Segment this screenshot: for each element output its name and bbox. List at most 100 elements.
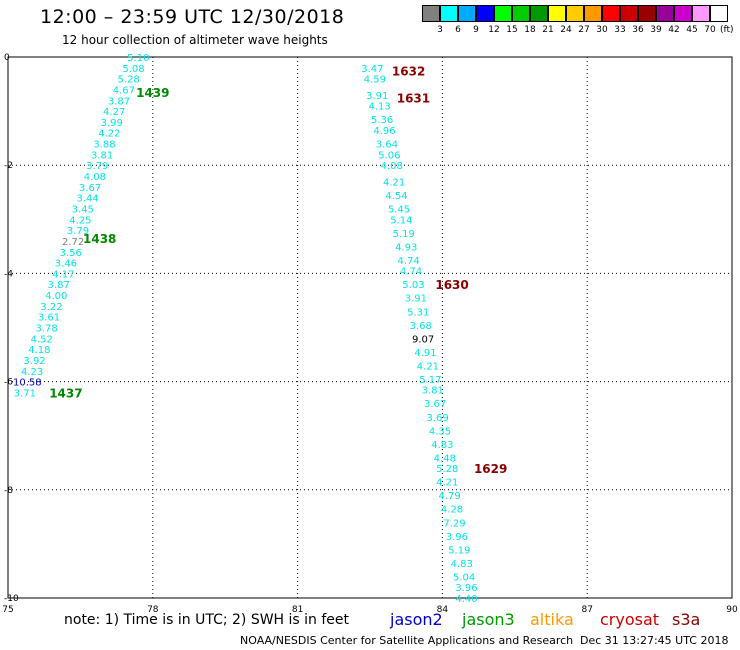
- wave-height-value: 5.45: [388, 204, 410, 215]
- color-swatch: [476, 5, 494, 22]
- credit-text: NOAA/NESDIS Center for Satellite Applica…: [240, 634, 574, 647]
- wave-height-value: 3.22: [40, 302, 62, 313]
- wave-height-value: 3.79: [67, 226, 89, 237]
- lat-tick-label: -8: [4, 486, 13, 496]
- wave-height-value: 4.08: [381, 161, 403, 172]
- map-grid: [7, 56, 733, 599]
- color-swatch: [512, 5, 530, 22]
- wave-height-value: 3.68: [410, 321, 432, 332]
- color-swatch: [692, 5, 710, 22]
- wave-height-value: 3.87: [108, 96, 130, 107]
- lat-tick-label: -6: [4, 378, 13, 388]
- wave-height-value: 3.96: [446, 532, 468, 543]
- wave-height-value: 3.69: [426, 413, 448, 424]
- left-track: 5.105.085.284.673.874.273.994.223.883.81…: [13, 53, 170, 400]
- wave-height-value: 4.21: [436, 478, 458, 489]
- wave-height-value: 4.40: [455, 594, 477, 605]
- wave-height-value: 4.00: [45, 291, 67, 302]
- color-scale-label: 42: [668, 25, 680, 35]
- color-scale-label: 36: [632, 25, 644, 35]
- color-scale-label: 3: [437, 25, 443, 35]
- lon-tick-label: 84: [437, 605, 449, 615]
- color-swatch: [602, 5, 620, 22]
- wave-height-value: 4.93: [395, 242, 417, 253]
- color-swatch: [494, 5, 512, 22]
- wave-height-value: 3.81: [91, 150, 113, 161]
- wave-height-value: 3.78: [35, 324, 57, 335]
- lon-tick-label: 78: [147, 605, 159, 615]
- color-scale-label: 39: [650, 25, 662, 35]
- color-scale-unit: (ft): [720, 25, 734, 35]
- wave-height-value: 4.67: [113, 85, 135, 96]
- wave-height-value: 3.56: [60, 248, 82, 259]
- wave-height-value: 3.61: [38, 313, 60, 324]
- lat-tick-label: -4: [4, 269, 13, 279]
- wave-height-value: 3.92: [23, 356, 45, 367]
- color-swatch: [548, 5, 566, 22]
- map-frame: [7, 56, 733, 599]
- wave-height-value: 5.36: [371, 115, 393, 126]
- color-scale-label: 27: [578, 25, 590, 35]
- wave-height-value: 5.28: [436, 464, 458, 475]
- page-subtitle: 12 hour collection of altimeter wave hei…: [62, 33, 328, 47]
- note-text: note: 1) Time is in UTC; 2) SWH is in fe…: [64, 612, 350, 628]
- wave-height-value: 4.52: [31, 334, 53, 345]
- lat-tick-label: 0: [4, 53, 10, 63]
- lon-tick-label: 90: [726, 605, 738, 615]
- wave-height-value: 3.79: [86, 161, 108, 172]
- wave-height-value: 3.44: [77, 194, 99, 205]
- wave-height-value: 5.31: [407, 307, 429, 318]
- wave-height-value: 5.19: [448, 545, 470, 556]
- color-scale-label: 45: [686, 25, 698, 35]
- wave-height-value: 4.22: [98, 129, 120, 140]
- color-swatch: [422, 5, 440, 22]
- wave-height-value: 3.67: [424, 399, 446, 410]
- wave-height-value: 5.17: [419, 375, 441, 386]
- wave-height-value: 9.07: [412, 334, 434, 345]
- wave-height-value: 3.46: [55, 259, 77, 270]
- time-label: 1630: [435, 278, 468, 292]
- wave-height-value: 5.03: [402, 280, 424, 291]
- wave-height-value: 3.45: [72, 204, 94, 215]
- wave-height-value: 3.81: [422, 386, 444, 397]
- lat-tick-label: -10: [4, 594, 19, 604]
- satellite-name: jason3: [462, 610, 515, 629]
- wave-height-value: 4.13: [369, 102, 391, 113]
- wave-height-value: 4.25: [69, 215, 91, 226]
- wave-height-value: 5.04: [453, 572, 475, 583]
- color-swatch: [656, 5, 674, 22]
- wave-height-value: 4.59: [364, 75, 386, 86]
- wave-height-value: 4.91: [414, 348, 436, 359]
- wave-height-value: 5.06: [378, 150, 400, 161]
- wave-height-value: 3.99: [101, 118, 123, 129]
- wave-height-value: 3.91: [405, 294, 427, 305]
- wave-height-value: 10.58: [13, 378, 42, 389]
- color-swatch: [458, 5, 476, 22]
- color-swatch: [566, 5, 584, 22]
- color-scale-label: 18: [524, 25, 536, 35]
- satellite-tracks: 5.105.085.284.673.874.273.994.223.883.81…: [13, 53, 507, 605]
- timestamp-text: Dec 31 13:27:45 UTC 2018: [580, 634, 729, 647]
- time-label: 1437: [49, 386, 82, 400]
- time-label: 1438: [83, 232, 116, 246]
- wave-height-value: 7.29: [443, 518, 465, 529]
- color-swatch: [674, 5, 692, 22]
- wave-height-value: 3.87: [48, 280, 70, 291]
- wave-height-value: 4.79: [439, 491, 461, 502]
- wave-height-value: 3.64: [376, 140, 398, 151]
- color-scale-label: 15: [506, 25, 518, 35]
- wave-height-value: 4.18: [28, 345, 50, 356]
- wave-height-value: 4.96: [373, 126, 395, 137]
- right-track: 3.474.593.914.135.364.963.645.064.084.21…: [361, 64, 507, 605]
- color-swatch: [620, 5, 638, 22]
- wave-height-value: 3.71: [14, 388, 36, 399]
- wave-height-value: 5.08: [122, 64, 144, 75]
- time-label: 1632: [392, 65, 425, 79]
- satellite-name: cryosat: [600, 610, 660, 629]
- time-label: 1629: [474, 462, 507, 476]
- satellite-name: jason2: [390, 610, 443, 629]
- wave-height-value: 4.74: [397, 256, 419, 267]
- wave-height-value: 4.17: [52, 269, 74, 280]
